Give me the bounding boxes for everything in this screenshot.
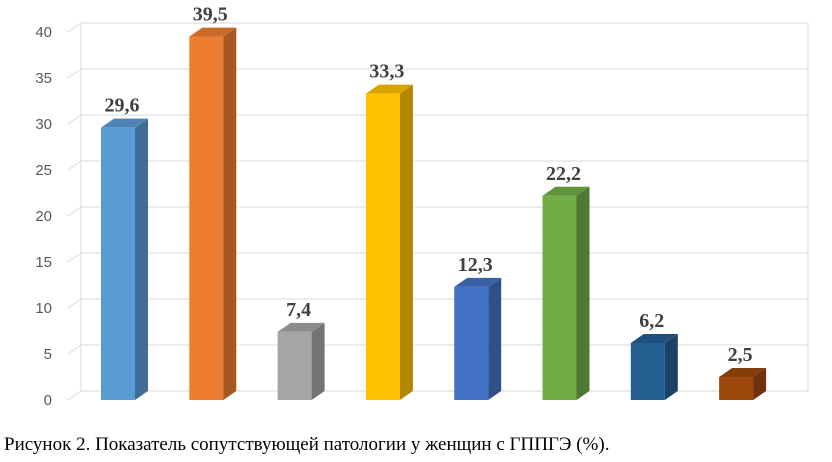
bar — [277, 322, 325, 400]
grid-lines — [67, 22, 809, 401]
gridline-depth — [67, 344, 82, 355]
gridline-depth — [67, 22, 82, 33]
y-tick-label: 5 — [44, 346, 52, 363]
bar — [630, 333, 678, 400]
bar-side — [135, 118, 148, 401]
bar-top — [630, 333, 678, 343]
y-tick-label: 15 — [35, 254, 52, 271]
bar — [365, 84, 413, 400]
bar-top — [365, 84, 413, 94]
bar-front — [542, 195, 577, 400]
bar-front — [719, 377, 754, 400]
bar-top — [542, 186, 590, 196]
y-tick-label: 25 — [35, 162, 52, 179]
bar-top — [454, 277, 502, 287]
bar-front — [630, 342, 665, 400]
bar-top — [189, 27, 237, 37]
gridline-depth — [67, 390, 82, 401]
bar — [189, 27, 237, 400]
gridline-depth — [67, 252, 82, 263]
y-tick-label: 30 — [35, 116, 52, 133]
bar-front — [189, 36, 224, 400]
bar-side — [399, 84, 413, 400]
bar-side — [223, 27, 237, 400]
data-labels: 29,6 39,5 7,4 33,3 12,3 22,2 6,2 2,5 — [105, 4, 753, 366]
data-label: 12,3 — [458, 254, 493, 276]
gridline-depth — [67, 298, 82, 309]
data-label: 6,2 — [639, 310, 664, 332]
bar — [454, 277, 502, 400]
y-tick-label: 0 — [44, 392, 52, 409]
bar-front — [454, 286, 489, 400]
y-axis: 0 5 10 15 20 25 30 35 40 — [35, 24, 52, 409]
data-label: 33,3 — [369, 61, 404, 83]
data-label: 29,6 — [105, 95, 140, 117]
data-label: 22,2 — [546, 163, 581, 185]
gridline-depth — [67, 160, 82, 171]
bar-top — [101, 118, 148, 128]
gridline-depth — [67, 114, 82, 125]
data-label: 2,5 — [728, 344, 753, 366]
figure-caption: Рисунок 2. Показатель сопутствующей пато… — [4, 434, 610, 455]
bar-front — [277, 331, 312, 400]
bar-side — [488, 277, 502, 400]
y-tick-label: 10 — [35, 300, 52, 317]
bar-front — [365, 93, 400, 400]
bar-side — [311, 322, 325, 400]
bar-side — [576, 186, 590, 400]
y-tick-label: 40 — [35, 24, 52, 41]
y-tick-label: 35 — [35, 70, 52, 87]
bar-top — [719, 368, 767, 377]
bar-top — [277, 322, 325, 332]
bar — [542, 186, 590, 400]
gridline-depth — [67, 68, 82, 79]
bar-front — [101, 127, 135, 401]
gridline-depth — [67, 206, 82, 217]
bar-side — [664, 333, 678, 400]
chart-area: 0 5 10 15 20 25 30 35 40 29,6 39,5 7,4 33,3 12,3 22,2… — [35, 4, 809, 409]
bars — [101, 27, 767, 401]
y-tick-label: 20 — [35, 208, 52, 225]
data-label: 39,5 — [193, 4, 228, 26]
bar — [101, 118, 148, 401]
data-label: 7,4 — [286, 299, 311, 321]
bar — [719, 368, 767, 400]
bar-chart: 0 5 10 15 20 25 30 35 40 29,6 39,5 7,4 33,3 12,3 22,2… — [35, 4, 809, 409]
bar-side — [753, 368, 767, 400]
